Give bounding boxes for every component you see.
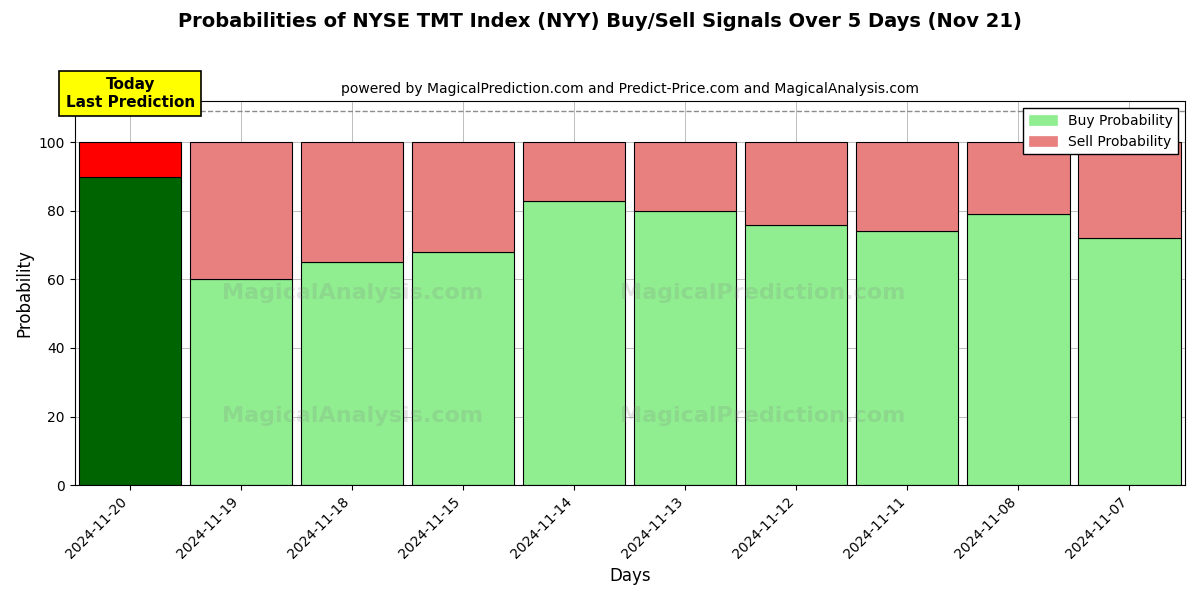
Text: MagicalPrediction.com: MagicalPrediction.com	[620, 406, 906, 426]
Bar	[857, 232, 959, 485]
Bar	[857, 142, 959, 232]
Y-axis label: Probability: Probability	[16, 249, 34, 337]
Bar	[1079, 142, 1181, 238]
Bar	[412, 252, 515, 485]
X-axis label: Days: Days	[610, 567, 650, 585]
Bar	[79, 176, 181, 485]
Bar	[190, 280, 293, 485]
Text: MagicalAnalysis.com: MagicalAnalysis.com	[222, 283, 482, 303]
Bar	[190, 142, 293, 280]
Bar	[745, 224, 847, 485]
Text: Today
Last Prediction: Today Last Prediction	[66, 77, 194, 110]
Bar	[523, 200, 625, 485]
Bar	[967, 214, 1069, 485]
Bar	[301, 262, 403, 485]
Bar	[412, 142, 515, 252]
Text: Probabilities of NYSE TMT Index (NYY) Buy/Sell Signals Over 5 Days (Nov 21): Probabilities of NYSE TMT Index (NYY) Bu…	[178, 12, 1022, 31]
Bar	[523, 142, 625, 200]
Bar	[1079, 238, 1181, 485]
Text: MagicalAnalysis.com: MagicalAnalysis.com	[222, 406, 482, 426]
Bar	[635, 142, 737, 211]
Bar	[967, 142, 1069, 214]
Bar	[635, 211, 737, 485]
Bar	[79, 142, 181, 176]
Legend: Buy Probability, Sell Probability: Buy Probability, Sell Probability	[1024, 108, 1178, 154]
Bar	[745, 142, 847, 224]
Text: MagicalPrediction.com: MagicalPrediction.com	[620, 283, 906, 303]
Bar	[301, 142, 403, 262]
Title: powered by MagicalPrediction.com and Predict-Price.com and MagicalAnalysis.com: powered by MagicalPrediction.com and Pre…	[341, 82, 919, 96]
